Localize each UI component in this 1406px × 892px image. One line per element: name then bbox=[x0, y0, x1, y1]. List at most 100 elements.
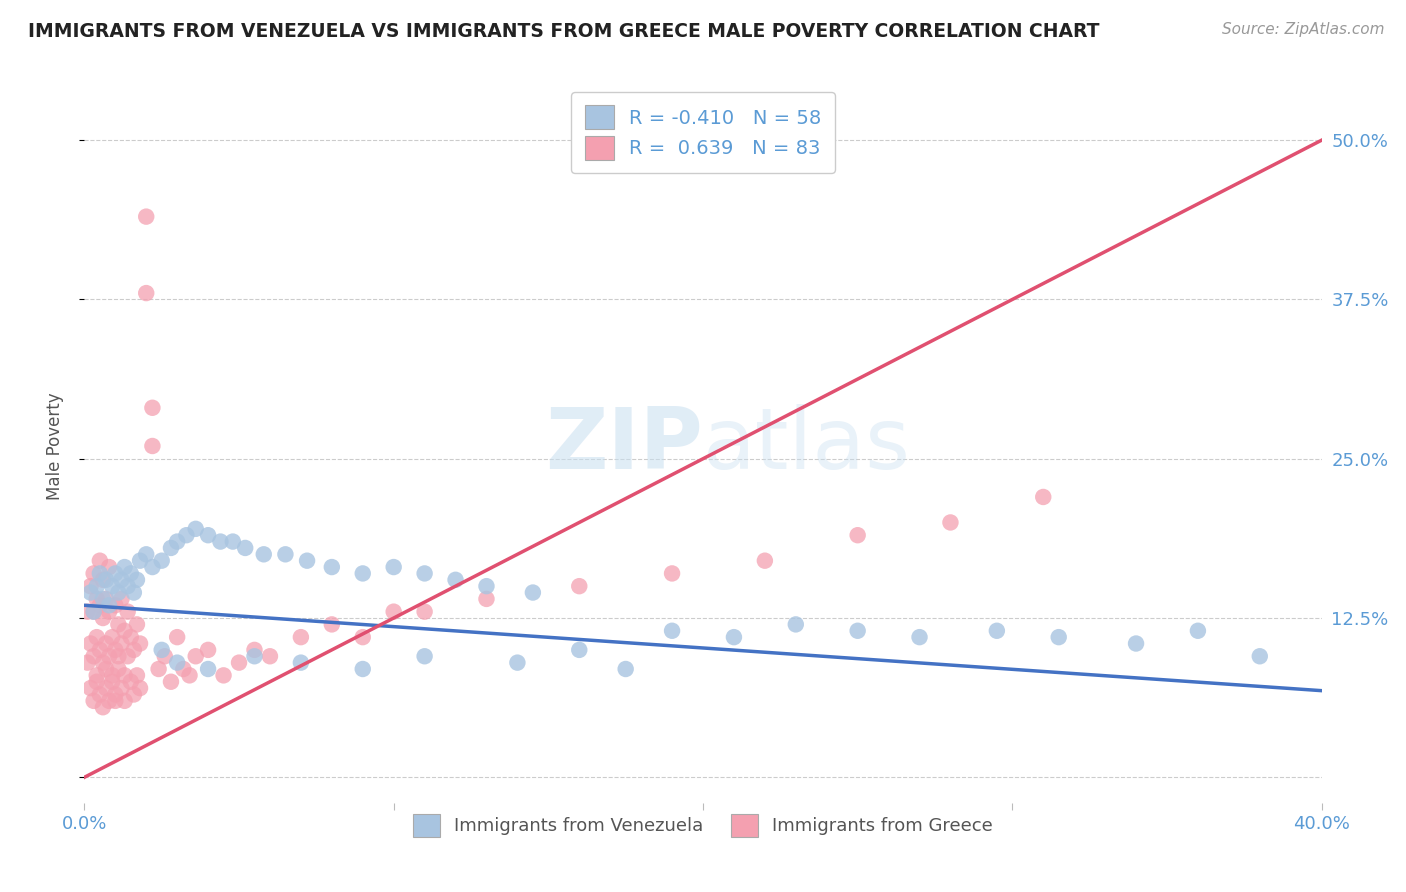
Point bbox=[413, 566, 436, 581]
Point bbox=[107, 585, 129, 599]
Point bbox=[148, 662, 170, 676]
Point bbox=[352, 662, 374, 676]
Point bbox=[522, 585, 544, 599]
Point bbox=[141, 439, 163, 453]
Point bbox=[83, 694, 105, 708]
Point bbox=[89, 688, 111, 702]
Point bbox=[91, 700, 114, 714]
Text: IMMIGRANTS FROM VENEZUELA VS IMMIGRANTS FROM GREECE MALE POVERTY CORRELATION CHA: IMMIGRANTS FROM VENEZUELA VS IMMIGRANTS … bbox=[28, 22, 1099, 41]
Text: ZIP: ZIP bbox=[546, 404, 703, 488]
Point bbox=[153, 649, 176, 664]
Point bbox=[94, 662, 117, 676]
Point bbox=[104, 599, 127, 613]
Point bbox=[243, 643, 266, 657]
Point bbox=[91, 591, 114, 606]
Point bbox=[1032, 490, 1054, 504]
Point bbox=[98, 560, 121, 574]
Text: Source: ZipAtlas.com: Source: ZipAtlas.com bbox=[1222, 22, 1385, 37]
Point bbox=[120, 566, 142, 581]
Point bbox=[197, 643, 219, 657]
Point bbox=[352, 630, 374, 644]
Point bbox=[91, 611, 114, 625]
Point bbox=[141, 401, 163, 415]
Point bbox=[114, 694, 136, 708]
Point bbox=[444, 573, 467, 587]
Point bbox=[568, 579, 591, 593]
Point bbox=[846, 624, 869, 638]
Point bbox=[290, 630, 312, 644]
Point bbox=[94, 636, 117, 650]
Point bbox=[110, 636, 132, 650]
Point bbox=[94, 681, 117, 695]
Point bbox=[104, 694, 127, 708]
Point bbox=[179, 668, 201, 682]
Point bbox=[83, 605, 105, 619]
Point bbox=[101, 630, 124, 644]
Point bbox=[125, 668, 148, 682]
Text: atlas: atlas bbox=[703, 404, 911, 488]
Point bbox=[122, 585, 145, 599]
Point bbox=[184, 522, 207, 536]
Point bbox=[243, 649, 266, 664]
Point bbox=[101, 579, 124, 593]
Point bbox=[91, 656, 114, 670]
Point bbox=[661, 566, 683, 581]
Point bbox=[83, 605, 105, 619]
Point bbox=[117, 605, 139, 619]
Point bbox=[382, 560, 405, 574]
Point bbox=[166, 534, 188, 549]
Point bbox=[104, 643, 127, 657]
Point bbox=[939, 516, 962, 530]
Point bbox=[107, 649, 129, 664]
Point bbox=[129, 681, 152, 695]
Point bbox=[723, 630, 745, 644]
Point bbox=[413, 605, 436, 619]
Point bbox=[104, 566, 127, 581]
Point bbox=[614, 662, 637, 676]
Point bbox=[98, 694, 121, 708]
Point bbox=[79, 579, 101, 593]
Point bbox=[382, 605, 405, 619]
Point bbox=[150, 554, 173, 568]
Point bbox=[209, 534, 232, 549]
Point bbox=[352, 566, 374, 581]
Point bbox=[79, 636, 101, 650]
Point bbox=[86, 591, 108, 606]
Point bbox=[197, 662, 219, 676]
Point bbox=[89, 554, 111, 568]
Point bbox=[846, 528, 869, 542]
Point bbox=[91, 573, 114, 587]
Point bbox=[76, 656, 98, 670]
Point bbox=[122, 643, 145, 657]
Point bbox=[908, 630, 931, 644]
Point bbox=[321, 560, 343, 574]
Point bbox=[107, 617, 129, 632]
Point bbox=[754, 554, 776, 568]
Point bbox=[321, 617, 343, 632]
Point bbox=[253, 547, 276, 561]
Point bbox=[568, 643, 591, 657]
Point bbox=[1187, 624, 1209, 638]
Point bbox=[160, 541, 183, 555]
Point bbox=[166, 656, 188, 670]
Point bbox=[150, 643, 173, 657]
Point bbox=[114, 624, 136, 638]
Point bbox=[117, 579, 139, 593]
Point bbox=[83, 649, 105, 664]
Point bbox=[413, 649, 436, 664]
Point bbox=[184, 649, 207, 664]
Point bbox=[86, 674, 108, 689]
Point bbox=[172, 662, 194, 676]
Point bbox=[125, 617, 148, 632]
Point bbox=[475, 591, 498, 606]
Point bbox=[166, 630, 188, 644]
Point bbox=[120, 674, 142, 689]
Point bbox=[274, 547, 297, 561]
Point bbox=[120, 630, 142, 644]
Point bbox=[295, 554, 318, 568]
Point bbox=[110, 591, 132, 606]
Point bbox=[228, 656, 250, 670]
Point bbox=[212, 668, 235, 682]
Point bbox=[94, 573, 117, 587]
Point bbox=[114, 668, 136, 682]
